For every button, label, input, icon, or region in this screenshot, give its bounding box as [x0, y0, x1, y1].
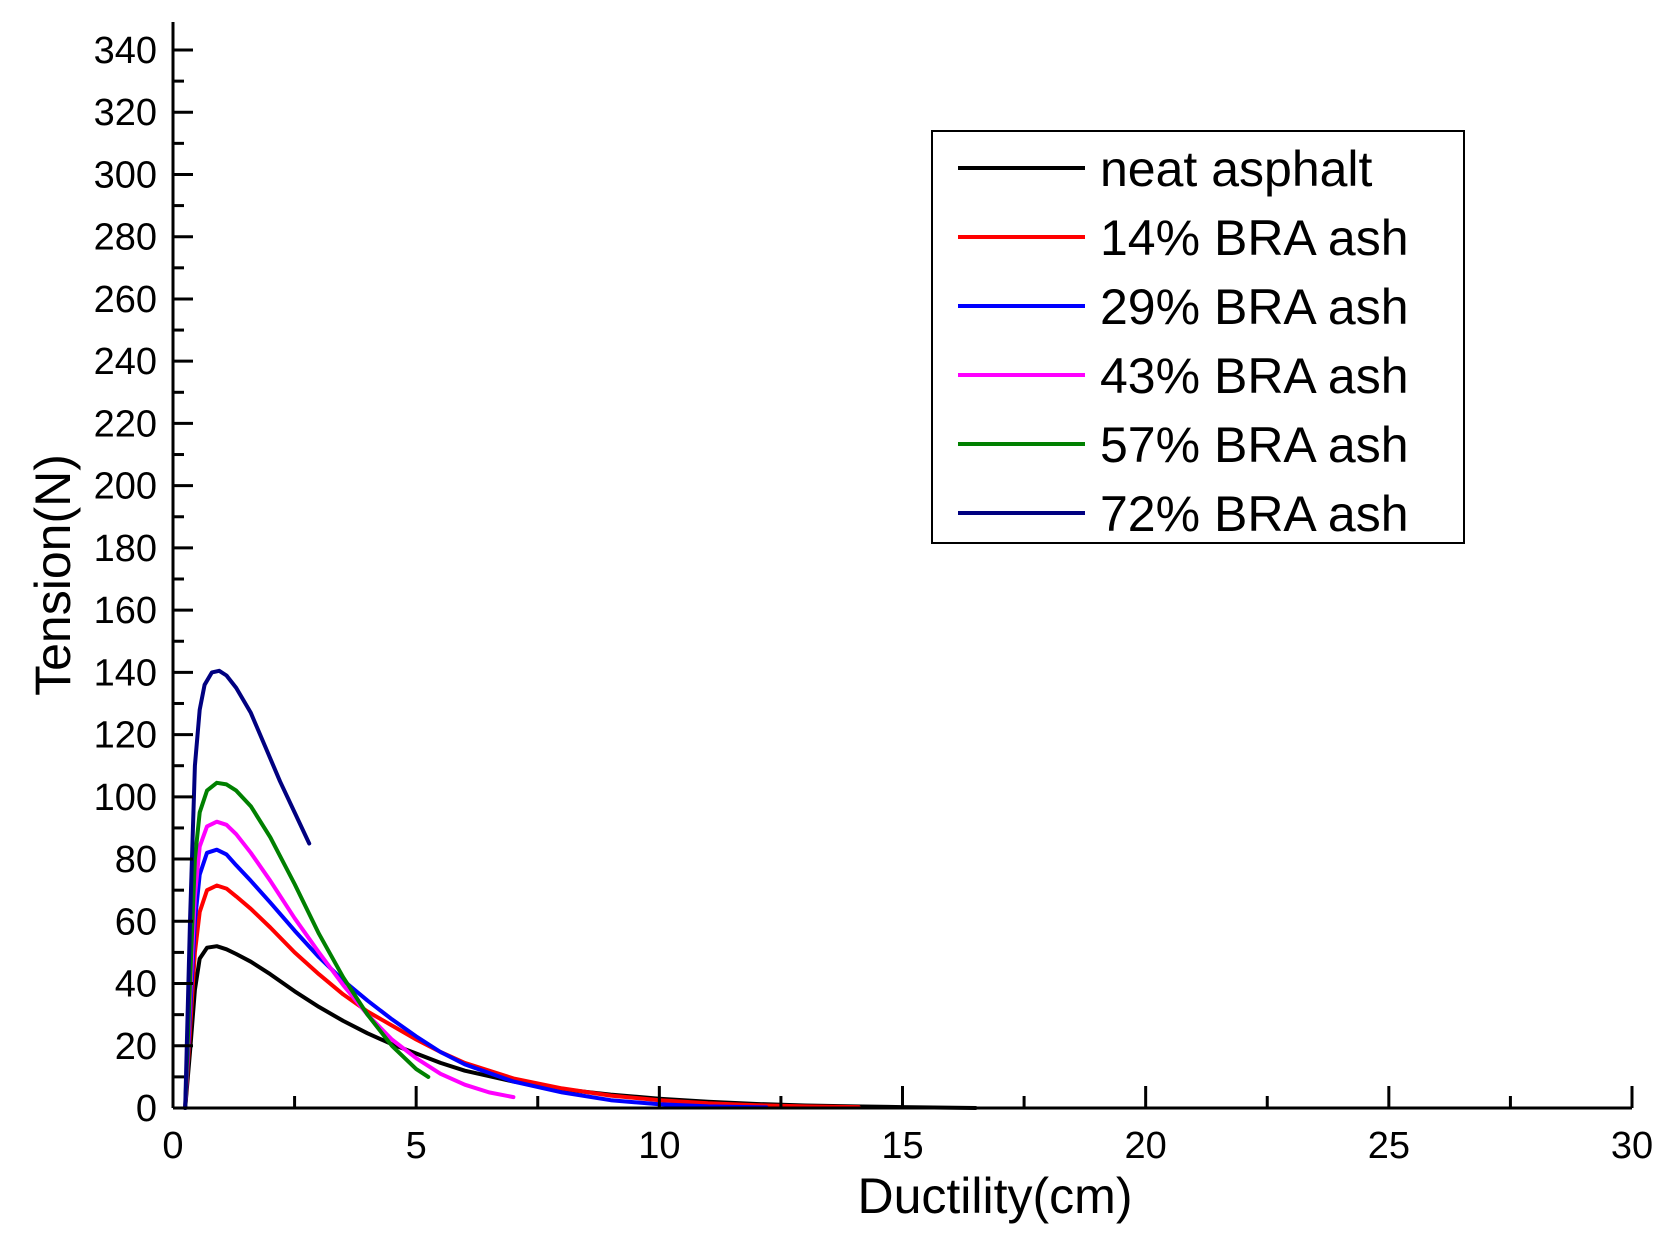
y-tick-label: 140: [94, 652, 157, 694]
series-line-72-bra-ash: [183, 668, 312, 1110]
y-tick-label: 200: [94, 466, 157, 508]
y-tick-label: 180: [94, 528, 157, 570]
y-tick-label: 300: [94, 154, 157, 196]
series-layer: [183, 668, 978, 1110]
y-axis-title: Tension(N): [25, 454, 81, 696]
x-tick-label: 0: [162, 1125, 183, 1167]
y-tick-label: 340: [94, 30, 157, 72]
series-line-57-bra-ash: [183, 780, 431, 1110]
y-tick-label: 80: [115, 839, 157, 881]
x-axis-ticks: 0 5 10 15 20 25 30: [162, 1086, 1653, 1167]
y-tick-label: 0: [136, 1088, 157, 1130]
y-tick-label: 100: [94, 777, 157, 819]
legend: neat asphalt 14% BRA ash 29% BRA ash 43% BR…: [931, 130, 1465, 544]
y-tick-label: 160: [94, 590, 157, 632]
y-tick-label: 240: [94, 341, 157, 383]
legend-box: [931, 130, 1465, 544]
y-axis-ticks: 0 20 40 60 80 100 120 140 160 180 200 220 240 260 280 3…: [94, 30, 193, 1130]
y-tick-label: 20: [115, 1026, 157, 1068]
y-tick-label: 40: [115, 964, 157, 1006]
y-tick-label: 220: [94, 403, 157, 445]
x-tick-label: 10: [638, 1125, 680, 1167]
x-tick-label: 5: [406, 1125, 427, 1167]
series-line-43-bra-ash: [183, 819, 516, 1110]
legend-label: 14% BRA ash: [1100, 210, 1409, 266]
x-tick-label: 25: [1368, 1125, 1410, 1167]
y-tick-label: 320: [94, 92, 157, 134]
legend-label: neat asphalt: [1100, 141, 1373, 197]
y-tick-label: 260: [94, 279, 157, 321]
x-tick-label: 15: [881, 1125, 923, 1167]
y-tick-label: 60: [115, 901, 157, 943]
x-tick-label: 20: [1125, 1125, 1167, 1167]
legend-label: 43% BRA ash: [1100, 348, 1409, 404]
x-tick-label: 30: [1611, 1125, 1653, 1167]
y-tick-label: 280: [94, 217, 157, 259]
legend-label: 72% BRA ash: [1100, 486, 1409, 542]
legend-label: 57% BRA ash: [1100, 417, 1409, 473]
x-axis-title: Ductility(cm): [858, 1168, 1133, 1224]
y-tick-label: 120: [94, 715, 157, 757]
legend-label: 29% BRA ash: [1100, 279, 1409, 335]
